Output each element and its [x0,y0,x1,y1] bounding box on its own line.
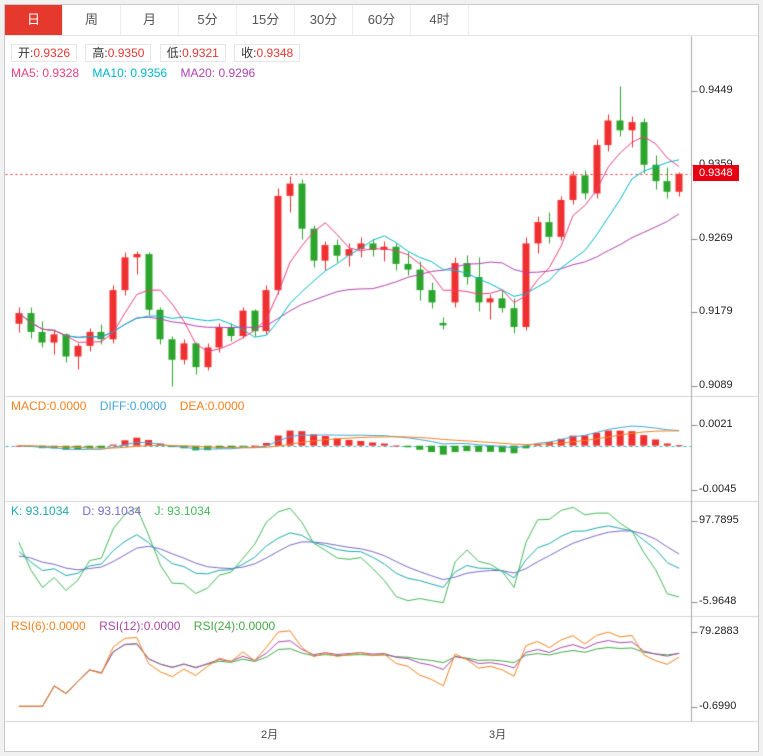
rsi6-value: RSI(6):0.0000 [11,619,86,633]
high-label: 高: [92,46,108,60]
y-axis-label: 79.2883 [699,625,739,637]
y-axis-label: 0.9269 [699,232,733,244]
tab-5min[interactable]: 5分 [179,5,237,35]
chart-area: 开:0.9326 高:0.9350 低:0.9321 收:0.9348 MA5:… [5,36,758,748]
d-value: D: 93.1034 [82,504,142,518]
tab-30min[interactable]: 30分 [295,5,353,35]
rsi-legend: RSI(6):0.0000 RSI(12):0.0000 RSI(24):0.0… [11,619,285,633]
current-price-badge: 0.9348 [693,165,739,181]
ma20-legend: MA20: 0.9296 [180,66,256,80]
ma5-legend: MA5: 0.9328 [11,66,80,80]
y-axis-label: -0.6990 [699,700,737,712]
tab-day[interactable]: 日 [5,5,63,35]
kdj-legend: K: 93.1034 D: 93.1034 J: 93.1034 [11,504,221,518]
close-label: 收: [241,46,257,60]
ma-legend: MA5: 0.9328 MA10: 0.9356 MA20: 0.9296 [11,66,265,80]
tab-15min[interactable]: 15分 [237,5,295,35]
ohlc-close-chip: 收:0.9348 [234,44,301,62]
chart-canvas[interactable] [5,36,758,748]
ohlc-open-chip: 开:0.9326 [11,44,78,62]
tab-week[interactable]: 周 [63,5,121,35]
close-value: 0.9348 [256,46,294,60]
low-label: 低: [166,46,183,60]
x-axis-label-mar: 3月 [489,729,507,741]
x-axis-label-feb: 2月 [261,729,279,741]
dea-value: DEA:0.0000 [179,399,245,413]
k-value: K: 93.1034 [11,504,70,518]
ohlc-low-chip: 低:0.9321 [159,44,226,62]
open-label: 开: [18,46,34,60]
y-axis-label: -5.9648 [699,595,737,607]
open-value: 0.9326 [33,46,71,60]
macd-legend: MACD:0.0000 DIFF:0.0000 DEA:0.0000 [11,399,254,413]
macd-value: MACD:0.0000 [11,399,87,413]
high-value: 0.9350 [107,46,145,60]
ma10-legend: MA10: 0.9356 [92,66,168,80]
tab-60min[interactable]: 60分 [353,5,411,35]
diff-value: DIFF:0.0000 [99,399,167,413]
y-axis-label: 0.9089 [699,379,733,391]
y-axis-label: 0.9179 [699,305,733,317]
timeframe-tabbar: 日 周 月 5分 15分 30分 60分 4时 [5,5,758,36]
ohlc-legend: 开:0.9326 高:0.9350 低:0.9321 收:0.9348 [11,44,305,62]
low-value: 0.9321 [182,46,219,60]
tab-month[interactable]: 月 [121,5,179,35]
y-axis-label: 0.9449 [699,84,733,96]
ohlc-high-chip: 高:0.9350 [85,44,152,62]
rsi24-value: RSI(24):0.0000 [193,619,276,633]
tab-4hour[interactable]: 4时 [411,5,469,35]
rsi12-value: RSI(12):0.0000 [99,619,181,633]
trading-chart-window: 日 周 月 5分 15分 30分 60分 4时 开:0.9326 高:0.935… [4,4,759,752]
y-axis-label: 97.7895 [699,514,739,526]
y-axis-label: -0.0045 [699,483,737,495]
y-axis-label: 0.0021 [699,418,733,430]
j-value: J: 93.1034 [154,504,211,518]
